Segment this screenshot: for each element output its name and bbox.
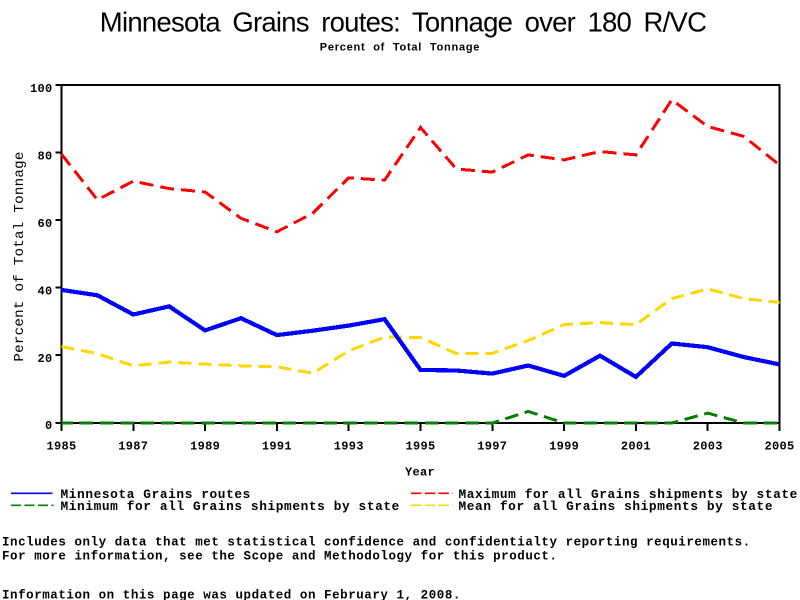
svg-text:Year: Year [405, 466, 435, 480]
svg-text:Includes only data that met st: Includes only data that met statistical … [2, 536, 751, 550]
svg-text:2001: 2001 [621, 440, 651, 454]
svg-text:1997: 1997 [477, 440, 507, 454]
svg-text:1987: 1987 [118, 440, 148, 454]
svg-text:20: 20 [37, 352, 52, 366]
svg-text:Minnesota Grains routes: Minnesota Grains routes [61, 487, 251, 502]
svg-text:80: 80 [37, 150, 52, 164]
svg-text:1985: 1985 [46, 440, 76, 454]
svg-text:Minnesota Grains routes: Tonna: Minnesota Grains routes: Tonnage over 18… [100, 7, 706, 38]
svg-text:1995: 1995 [405, 440, 435, 454]
svg-text:2005: 2005 [764, 440, 794, 454]
svg-text:Maximum for all Grains shipmen: Maximum for all Grains shipments by stat… [459, 487, 798, 502]
svg-text:1989: 1989 [190, 440, 220, 454]
svg-text:1993: 1993 [334, 440, 364, 454]
svg-text:60: 60 [37, 217, 52, 231]
svg-text:40: 40 [37, 285, 52, 299]
svg-text:Percent of Total Tonnage: Percent of Total Tonnage [12, 151, 28, 361]
svg-text:100: 100 [30, 82, 53, 96]
svg-text:Minimum for all Grains shipmen: Minimum for all Grains shipments by stat… [61, 499, 400, 514]
svg-text:For more information, see the: For more information, see the Scope and … [2, 550, 558, 564]
svg-text:Mean for all Grains shipments: Mean for all Grains shipments by state [459, 499, 774, 514]
svg-text:2003: 2003 [693, 440, 723, 454]
svg-text:1999: 1999 [549, 440, 579, 454]
svg-text:0: 0 [45, 419, 53, 433]
svg-text:1991: 1991 [262, 440, 292, 454]
svg-text:Percent of Total Tonnage: Percent of Total Tonnage [320, 42, 480, 54]
svg-text:Information on this page was u: Information on this page was updated on … [2, 589, 461, 600]
